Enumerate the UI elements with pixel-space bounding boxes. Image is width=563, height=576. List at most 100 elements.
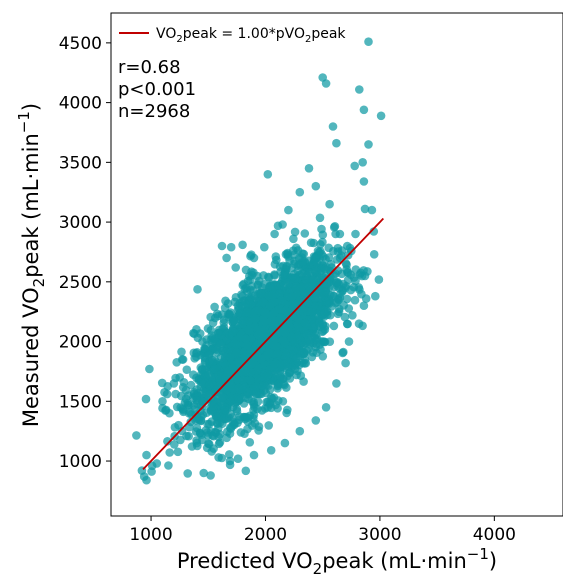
data-point <box>311 416 321 425</box>
data-point <box>210 364 219 374</box>
data-point <box>207 447 216 456</box>
x-tick-label: 3000 <box>358 525 401 545</box>
data-point <box>311 330 321 340</box>
data-point <box>218 392 227 402</box>
data-point <box>304 281 314 291</box>
data-point <box>192 396 201 405</box>
data-point <box>317 224 326 234</box>
data-point <box>319 252 328 261</box>
identity-line <box>142 217 384 471</box>
data-point <box>176 435 185 445</box>
data-point <box>321 287 331 297</box>
data-point <box>256 354 266 364</box>
data-point <box>208 358 217 367</box>
data-point <box>276 372 285 381</box>
data-point <box>279 281 288 290</box>
data-point <box>214 325 224 335</box>
data-point <box>199 468 208 478</box>
data-point <box>235 412 244 421</box>
data-point <box>182 365 192 375</box>
data-point <box>361 294 371 303</box>
stat-p: p<0.001 <box>118 79 196 100</box>
data-point <box>214 439 224 449</box>
data-point <box>260 279 269 289</box>
data-point <box>298 341 308 350</box>
data-point <box>297 282 307 292</box>
data-point <box>259 317 269 326</box>
data-point <box>289 234 298 244</box>
data-point <box>369 250 379 259</box>
data-point <box>280 328 290 338</box>
data-point <box>249 450 259 460</box>
x-axis: 1000 2000 3000 4000 <box>129 516 516 545</box>
data-point <box>344 337 354 346</box>
data-point <box>302 330 312 339</box>
data-point <box>225 456 235 466</box>
data-point <box>220 373 230 382</box>
data-point <box>163 437 172 446</box>
data-point <box>243 299 252 309</box>
data-point <box>333 266 343 275</box>
data-point <box>142 475 151 485</box>
data-point <box>329 246 338 256</box>
data-point <box>192 348 202 357</box>
data-point <box>318 337 328 346</box>
data-point <box>250 314 260 324</box>
data-point <box>222 253 231 263</box>
data-point <box>266 446 276 455</box>
data-point <box>290 256 299 266</box>
data-point <box>142 450 151 460</box>
data-point <box>145 364 154 374</box>
data-point <box>244 326 254 335</box>
data-point <box>292 332 302 342</box>
data-point <box>344 304 354 313</box>
data-point <box>267 290 277 300</box>
data-point <box>284 205 293 215</box>
data-point <box>232 340 241 349</box>
data-point <box>277 296 287 305</box>
data-point <box>165 448 174 457</box>
data-point <box>290 227 300 237</box>
data-point <box>341 283 350 293</box>
data-point <box>251 389 261 399</box>
data-point <box>280 339 290 348</box>
data-point <box>305 268 315 278</box>
data-point <box>266 403 276 413</box>
data-point <box>243 413 253 423</box>
data-point <box>205 380 214 390</box>
data-point <box>238 240 247 250</box>
data-point <box>342 294 352 304</box>
data-point <box>241 283 251 293</box>
data-point <box>185 422 194 432</box>
data-point <box>310 253 320 263</box>
data-point <box>358 158 368 167</box>
data-point <box>273 404 282 413</box>
data-point <box>295 426 305 436</box>
data-point <box>339 347 348 357</box>
data-point <box>265 365 275 375</box>
y-tick-label: 4000 <box>59 94 102 114</box>
data-point <box>212 345 222 355</box>
data-point <box>265 301 275 311</box>
data-point <box>359 301 369 311</box>
data-point <box>209 402 218 412</box>
data-point <box>306 307 316 316</box>
data-point <box>318 352 328 361</box>
data-point <box>235 357 244 367</box>
data-point <box>360 271 370 281</box>
data-point <box>300 318 310 328</box>
data-point <box>343 319 352 329</box>
x-tick-label: 2000 <box>244 525 287 545</box>
data-point <box>200 358 210 367</box>
data-point <box>236 394 245 404</box>
data-point <box>364 140 373 149</box>
data-point <box>316 305 325 314</box>
data-point <box>253 280 263 290</box>
data-point <box>226 308 235 317</box>
data-point <box>175 373 184 382</box>
data-point <box>350 295 360 305</box>
data-point <box>210 302 219 312</box>
data-point <box>245 438 255 447</box>
data-point <box>221 296 230 306</box>
data-point <box>241 265 251 275</box>
